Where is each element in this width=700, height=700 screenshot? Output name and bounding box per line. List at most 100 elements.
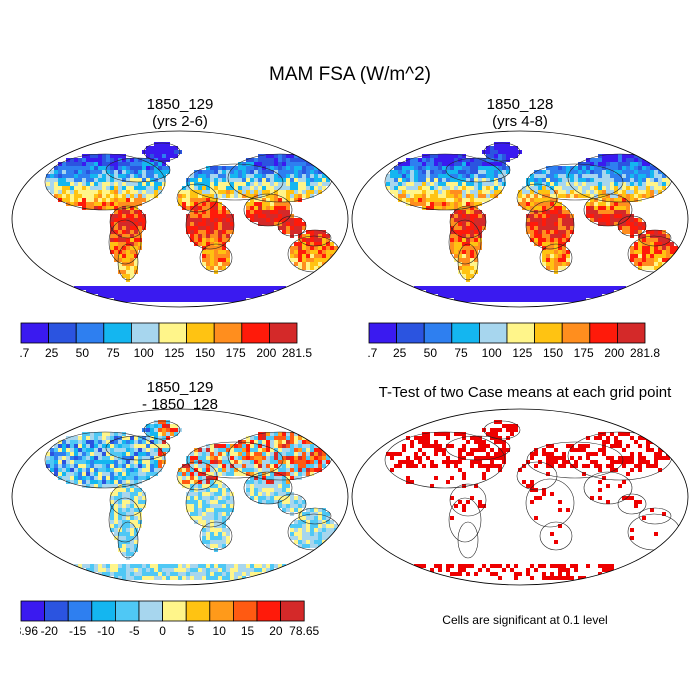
map-cell bbox=[646, 230, 650, 234]
map-cell bbox=[258, 162, 262, 166]
map-cell bbox=[138, 472, 142, 476]
map-cell bbox=[122, 298, 126, 302]
map-cell bbox=[462, 202, 466, 206]
panel-title-line1: 1850_129 bbox=[146, 96, 214, 113]
map-cell bbox=[226, 258, 230, 262]
map-cell bbox=[270, 448, 274, 452]
map-cell bbox=[234, 460, 238, 464]
map-cell bbox=[210, 520, 214, 524]
map-cell bbox=[126, 290, 130, 294]
map-cell bbox=[58, 186, 62, 190]
map-cell bbox=[282, 460, 286, 464]
map-cell bbox=[410, 166, 414, 170]
map-cell bbox=[294, 242, 298, 246]
map-cell bbox=[482, 448, 486, 452]
map-cell bbox=[458, 432, 462, 436]
map-cell bbox=[230, 290, 234, 294]
map-cell bbox=[454, 246, 458, 250]
map-cell bbox=[486, 452, 490, 456]
map-cell bbox=[474, 246, 478, 250]
map-cell bbox=[158, 444, 162, 448]
map-cell bbox=[334, 246, 338, 250]
map-cell bbox=[206, 294, 210, 298]
map-cell bbox=[398, 190, 402, 194]
map-cell bbox=[190, 564, 194, 568]
map-cell bbox=[294, 222, 298, 226]
map-cell bbox=[286, 436, 290, 440]
map-cell bbox=[218, 480, 222, 484]
map-cell bbox=[190, 226, 194, 230]
map-cell bbox=[466, 226, 470, 230]
map-cell bbox=[470, 290, 474, 294]
map-cell bbox=[606, 456, 610, 460]
map-cell bbox=[450, 444, 454, 448]
map-cell bbox=[334, 254, 338, 258]
map-cell bbox=[522, 464, 526, 468]
map-cell bbox=[162, 150, 166, 154]
map-cell bbox=[478, 182, 482, 186]
map-cell bbox=[442, 448, 446, 452]
map-cell bbox=[222, 230, 226, 234]
map-cell bbox=[606, 214, 610, 218]
map-cell bbox=[46, 464, 50, 468]
map-cell bbox=[598, 290, 602, 294]
map-cell bbox=[126, 194, 130, 198]
map-cell bbox=[210, 190, 214, 194]
map-cell bbox=[222, 564, 226, 568]
map-cell bbox=[186, 492, 190, 496]
map-cell bbox=[254, 484, 258, 488]
map-cell bbox=[314, 516, 318, 520]
map-cell bbox=[302, 238, 306, 242]
map-cell bbox=[458, 198, 462, 202]
map-cell bbox=[130, 484, 134, 488]
map-cell bbox=[294, 540, 298, 544]
map-cell bbox=[450, 170, 454, 174]
map-cell bbox=[186, 468, 190, 472]
map-cell bbox=[594, 218, 598, 222]
map-cell bbox=[550, 190, 554, 194]
map-cell bbox=[82, 476, 86, 480]
map-cell bbox=[210, 572, 214, 576]
map-cell bbox=[526, 198, 530, 202]
colorbar-tick-label: 1.7 bbox=[20, 346, 30, 360]
map-cell bbox=[222, 266, 226, 270]
map-cell bbox=[526, 202, 530, 206]
coastline bbox=[186, 441, 284, 479]
map-cell bbox=[142, 214, 146, 218]
map-cell bbox=[274, 460, 278, 464]
map-cell bbox=[86, 178, 90, 182]
map-cell bbox=[406, 174, 410, 178]
map-cell bbox=[542, 198, 546, 202]
map-cell bbox=[198, 492, 202, 496]
map-cell bbox=[666, 456, 670, 460]
map-cell bbox=[118, 250, 122, 254]
map-cell bbox=[474, 262, 478, 266]
map-cell bbox=[534, 226, 538, 230]
map-cell bbox=[570, 456, 574, 460]
map-cell bbox=[294, 250, 298, 254]
map-cell bbox=[446, 198, 450, 202]
map-cell bbox=[486, 456, 490, 460]
map-cell bbox=[74, 186, 78, 190]
coastline bbox=[457, 243, 479, 281]
map-cell bbox=[126, 456, 130, 460]
map-cell bbox=[646, 258, 650, 262]
map-cell bbox=[106, 186, 110, 190]
map-cell bbox=[222, 496, 226, 500]
map-cell bbox=[90, 452, 94, 456]
map-cell bbox=[118, 524, 122, 528]
map-cell bbox=[190, 472, 194, 476]
map-cell bbox=[446, 436, 450, 440]
map-cell bbox=[206, 532, 210, 536]
map-cell bbox=[266, 432, 270, 436]
map-cell bbox=[178, 190, 182, 194]
map-cell bbox=[54, 460, 58, 464]
map-cell bbox=[470, 452, 474, 456]
map-cell bbox=[478, 286, 482, 290]
map-cell bbox=[210, 504, 214, 508]
map-cell bbox=[154, 572, 158, 576]
map-cell bbox=[126, 576, 130, 580]
map-cell bbox=[610, 564, 614, 568]
map-cell bbox=[110, 218, 114, 222]
map-cell bbox=[266, 174, 270, 178]
